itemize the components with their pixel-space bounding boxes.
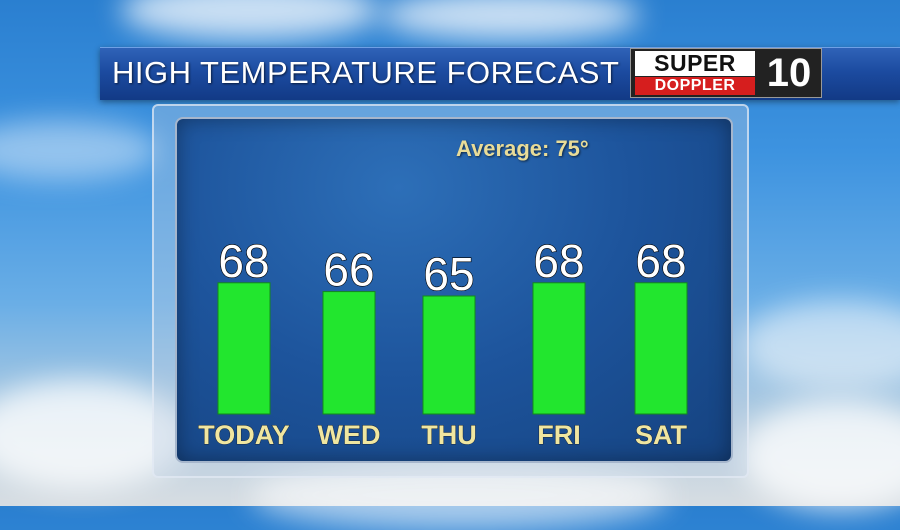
cloud bbox=[380, 0, 640, 40]
day-label-today: TODAY bbox=[198, 420, 290, 450]
bar-thu bbox=[422, 295, 476, 415]
page-title: HIGH TEMPERATURE FORECAST bbox=[112, 55, 620, 90]
bar-sat bbox=[634, 282, 688, 415]
bar-today bbox=[217, 282, 271, 415]
average-label: Average: 75° bbox=[456, 136, 589, 161]
station-logo: SUPER DOPPLER 10 bbox=[630, 48, 822, 98]
logo-super-text: SUPER bbox=[635, 51, 755, 76]
value-label-thu: 65 bbox=[423, 248, 474, 300]
day-label-sat: SAT bbox=[635, 420, 688, 450]
cloud bbox=[740, 300, 900, 390]
value-label-fri: 68 bbox=[533, 235, 584, 287]
day-label-fri: FRI bbox=[537, 420, 581, 450]
bar-wed bbox=[322, 291, 376, 415]
day-label-thu: THU bbox=[421, 420, 477, 450]
cloud bbox=[0, 120, 160, 180]
day-label-wed: WED bbox=[318, 420, 381, 450]
cloud bbox=[0, 380, 190, 490]
value-label-today: 68 bbox=[218, 235, 269, 287]
forecast-bar-chart: 68 TODAY 66 WED 65 THU 68 FRI 68 SAT bbox=[198, 234, 688, 450]
bar-fri bbox=[532, 282, 586, 415]
logo-number: 10 bbox=[766, 51, 812, 95]
value-label-wed: 66 bbox=[323, 244, 374, 296]
logo-doppler-text: DOPPLER bbox=[635, 77, 755, 95]
value-label-sat: 68 bbox=[635, 235, 686, 287]
cloud bbox=[740, 400, 900, 510]
